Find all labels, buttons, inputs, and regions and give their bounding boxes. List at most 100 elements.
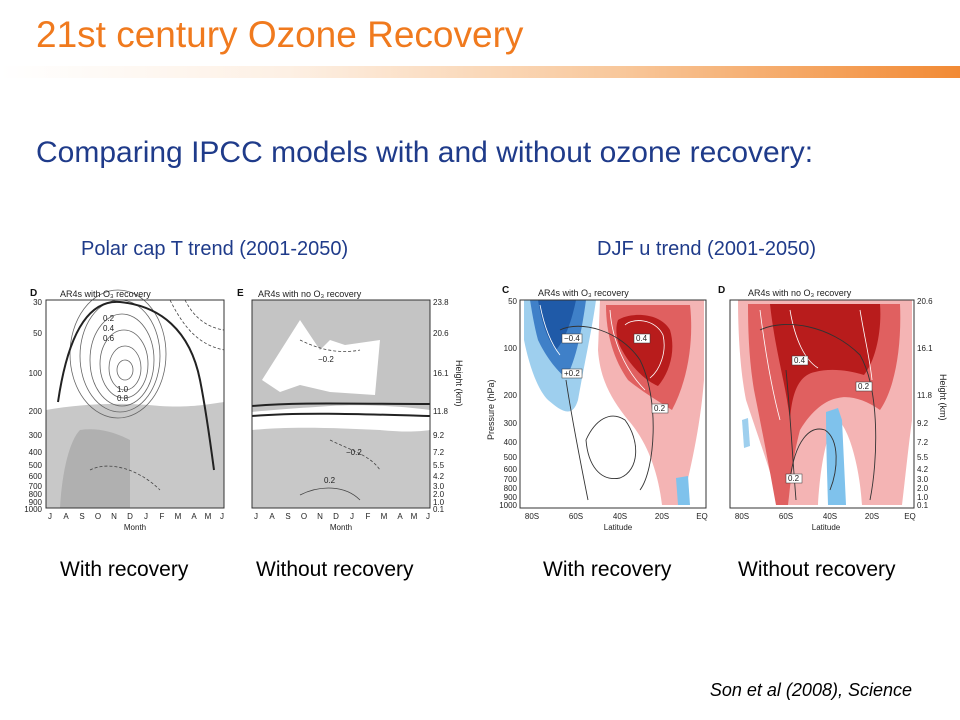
caption-with-recovery-right: With recovery [543,558,672,581]
panel-d-right-without-recovery: D AR4s with no O₃ recovery 20.6 16.1 11.… [718,285,948,532]
month-tick: M [175,512,182,521]
height-tick: 11.8 [433,407,449,416]
panel-dr-title: AR4s with no O₃ recovery [748,288,852,298]
caption-without-recovery-left: Without recovery [256,558,414,581]
contour-label: 0.8 [117,394,129,403]
panel-e-letter: E [237,288,244,299]
slide-subtitle: Comparing IPCC models with and without o… [36,136,814,169]
citation: Son et al (2008), Science [709,680,912,700]
height-tick: 1.0 [433,498,445,507]
height-tick: 9.2 [917,419,929,428]
panel-e-frame [251,299,431,509]
month-tick: J [254,512,258,521]
pressure-tick: 800 [29,490,43,499]
pressure-tick: 200 [504,391,518,400]
contour-label-box [855,381,873,392]
height-tick: 3.0 [433,482,445,491]
month-tick: O [95,512,101,521]
month-tick: F [160,512,165,521]
panel-dr-lat-ticks: 80S 60S 40S 20S EQ Latitude [735,512,916,532]
height-tick: 7.2 [433,448,445,457]
caption-without-recovery-right: Without recovery [738,558,896,581]
height-tick: 2.0 [917,484,929,493]
panel-dr-frame [729,299,915,509]
panel-d-pressure-ticks: 30 50 100 200 300 400 500 600 700 800 90… [24,298,42,514]
lat-tick: EQ [696,512,708,521]
height-tick: 4.2 [917,465,929,474]
month-tick: N [111,512,117,521]
height-tick: 0.1 [917,501,929,510]
contour-label-box [785,473,803,484]
pressure-tick: 800 [504,484,518,493]
month-tick: F [366,512,371,521]
panel-dr-blue-patch [742,418,750,448]
pressure-tick: 900 [29,498,43,507]
month-tick: M [381,512,388,521]
lat-tick: 80S [735,512,749,521]
panel-e-shaded-lower [252,427,430,508]
pressure-tick: 1000 [24,505,42,514]
panel-d-shaded-core [60,429,130,508]
pressure-tick: 1000 [499,501,517,510]
month-tick: M [205,512,212,521]
slide-title: 21st century Ozone Recovery [36,14,524,55]
month-tick: O [301,512,307,521]
pressure-tick: 400 [504,438,518,447]
contour-label: 0.4 [636,334,648,343]
panel-c-white-contours [539,304,665,391]
pressure-tick: 600 [29,472,43,481]
panel-c-letter: C [502,285,509,296]
contour-label-box [651,403,669,414]
month-tick: D [333,512,339,521]
pressure-tick: 700 [504,475,518,484]
height-tick: 1.0 [917,493,929,502]
contour-label: 0.6 [103,334,115,343]
panel-e-zero-contour-top [251,402,431,407]
height-tick: 23.8 [433,298,449,307]
pressure-tick: 200 [29,407,43,416]
lat-tick: 40S [823,512,837,521]
pressure-tick: 500 [504,453,518,462]
month-tick: A [191,512,197,521]
pressure-tick: 400 [29,448,43,457]
panel-c-black-contours [559,325,654,501]
panel-d-letter: D [30,288,37,299]
month-tick: M [411,512,418,521]
contour-label: 0.2 [103,314,115,323]
month-tick: A [397,512,403,521]
month-tick: J [48,512,52,521]
panel-dr-white-contours [759,309,873,421]
caption-with-recovery-left: With recovery [60,558,189,581]
panel-d-with-recovery: D AR4s with O₃ recovery 30 50 100 200 30… [24,288,225,532]
lat-tick: 40S [613,512,627,521]
pressure-tick: 700 [29,482,43,491]
lat-tick: EQ [904,512,916,521]
panel-e-month-ticks: J A S O N D J F M A M J Month [254,512,430,532]
contour-label: 0.4 [794,356,806,365]
lat-tick: 60S [569,512,583,521]
pressure-tick: 100 [29,369,43,378]
height-tick: 5.5 [433,461,445,470]
height-tick: 0.1 [433,505,445,514]
contour-label: −0.2 [318,355,334,364]
panel-dr-letter: D [718,285,725,296]
pressure-tick: 300 [504,419,518,428]
height-tick: 2.0 [433,490,445,499]
pressure-tick: 50 [33,329,42,338]
panel-e-xlabel: Month [330,523,352,532]
panel-dr-xlabel: Latitude [812,523,841,532]
panel-e-dashed-contours [299,339,381,471]
panel-c-with-recovery: C AR4s with O₃ recovery 50 100 200 300 4… [486,285,708,532]
month-tick: A [63,512,69,521]
contour-label: 0.4 [103,324,115,333]
month-tick: D [127,512,133,521]
panel-c-frame [519,299,707,509]
contour-label: 0.2 [788,474,800,483]
pressure-tick: 600 [504,465,518,474]
panel-c-title: AR4s with O₃ recovery [538,288,629,298]
panel-d-zero-contour [57,300,215,471]
contour-label: 1.0 [117,385,129,394]
panel-e-height-ticks: 23.8 20.6 16.1 11.8 9.2 7.2 5.5 4.2 3.0 … [433,298,449,514]
height-tick: 9.2 [433,431,445,440]
